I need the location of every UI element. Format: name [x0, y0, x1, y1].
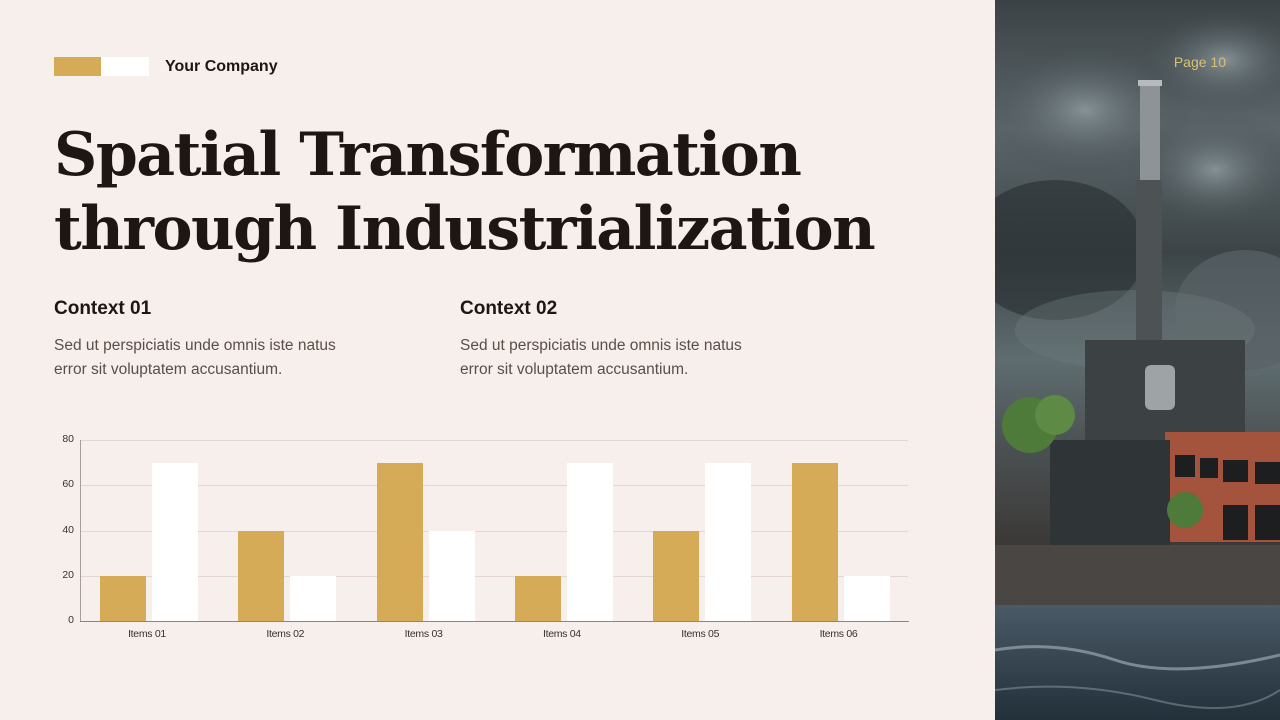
x-tick-label: Items 02: [266, 628, 305, 640]
bar-1: [238, 530, 285, 621]
page-number: Page 10: [1173, 54, 1226, 70]
gridline: [80, 530, 908, 532]
x-tick-label: Items 05: [681, 628, 720, 640]
bar-2: [705, 462, 752, 621]
x-tick-label: Items 06: [819, 628, 858, 640]
brand-accent-gold: [54, 57, 101, 76]
y-axis: [80, 440, 81, 621]
y-tick-label: 20: [62, 568, 74, 581]
gridline: [80, 485, 908, 487]
y-tick-label: 60: [62, 478, 74, 491]
brand-accent-white: [101, 57, 149, 76]
context-body: Sed ut perspiciatis unde omnis iste natu…: [54, 337, 336, 378]
gridline: [80, 575, 908, 577]
bar-2: [566, 462, 613, 621]
context-heading: Context 02: [460, 298, 558, 319]
x-tick-label: Items 04: [542, 628, 581, 640]
slide-content: Your Company Spatial Transformation thro…: [50, 57, 920, 648]
factory-illustration: [995, 5, 1280, 720]
factory-photo: Page 10: [995, 0, 1280, 720]
x-axis: [80, 621, 909, 622]
brand-header: Your Company: [54, 57, 278, 76]
bar-chart: 0 20 40 60 80 Items 01 Items 02 Items 03 Items 0…: [50, 428, 920, 648]
context-block-2: Context 02 Sed ut perspiciatis unde omni…: [460, 298, 790, 382]
context-block-1: Context 01 Sed ut perspiciatis unde omni…: [54, 298, 384, 382]
bar-1: [514, 575, 561, 621]
bar-2: [152, 462, 198, 621]
gridline: [80, 440, 908, 441]
bar-1: [653, 530, 700, 621]
title-line-1: Spatial Transformation: [54, 120, 802, 190]
x-tick-label: Items 01: [128, 628, 166, 640]
bar-1: [376, 462, 423, 621]
bar-2: [428, 530, 475, 621]
y-tick-label: 80: [62, 433, 74, 445]
bar-1: [791, 462, 838, 621]
context-heading: Context 01: [54, 298, 152, 319]
company-name: Your Company: [165, 57, 278, 75]
x-tick-label: Items 03: [404, 628, 443, 640]
context-body: Sed ut perspiciatis unde omnis iste natu…: [460, 337, 742, 378]
bar-2: [843, 575, 890, 621]
y-tick-label: 40: [62, 523, 74, 536]
slide-title: Spatial Transformation through Industria…: [54, 118, 876, 266]
y-tick-label: 0: [68, 614, 74, 626]
bar-2: [290, 575, 337, 621]
title-line-2: through Industrialization: [54, 194, 876, 264]
bar-1: [100, 575, 146, 621]
